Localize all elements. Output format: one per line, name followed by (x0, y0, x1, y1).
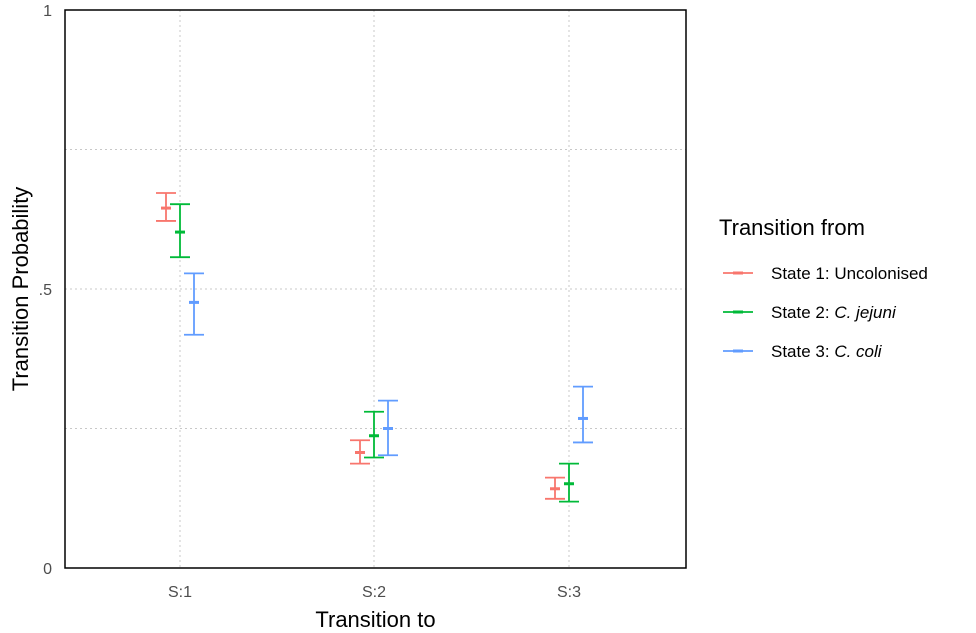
legend-label: State 3: C. coli (771, 342, 883, 361)
grid (65, 9, 686, 569)
legend-label: State 1: Uncolonised (771, 264, 928, 283)
y-axis-title: Transition Probability (8, 187, 33, 392)
x-tick-label: S:2 (362, 584, 386, 601)
legend-item: State 3: C. coli (723, 342, 883, 361)
errorbar (170, 203, 190, 259)
x-tick-label: S:3 (557, 584, 581, 601)
y-axis: 0.51 (39, 3, 52, 578)
legend-item: State 1: Uncolonised (723, 264, 928, 283)
errorbar (156, 192, 176, 222)
chart-marks (156, 192, 593, 503)
panel-border (64, 9, 687, 569)
errorbar (364, 410, 384, 459)
legend-label-name: C. coli (834, 342, 882, 361)
errorbar (545, 476, 565, 500)
legend-title: Transition from (719, 215, 865, 240)
x-tick-label: S:1 (168, 584, 192, 601)
y-tick-label: 1 (43, 3, 52, 20)
legend-item: State 2: C. jejuni (723, 303, 897, 322)
legend-label: State 2: C. jejuni (771, 303, 897, 322)
legend-label-prefix: State 3: (771, 342, 834, 361)
legend: Transition from State 1: UncolonisedStat… (719, 215, 928, 361)
errorbar (559, 462, 579, 503)
y-tick-label: .5 (39, 282, 52, 299)
legend-label-name: C. jejuni (834, 303, 897, 322)
y-tick-label: 0 (43, 561, 52, 578)
errorbar (350, 439, 370, 465)
legend-label-prefix: State 2: (771, 303, 834, 322)
legend-label-name: Uncolonised (834, 264, 928, 283)
legend-label-prefix: State 1: (771, 264, 834, 283)
errorbar (573, 385, 593, 444)
errorbar (184, 272, 204, 336)
x-axis: S:1 S:2 S:3 (168, 584, 581, 601)
x-axis-title: Transition to (315, 607, 435, 632)
errorbar (378, 399, 398, 457)
